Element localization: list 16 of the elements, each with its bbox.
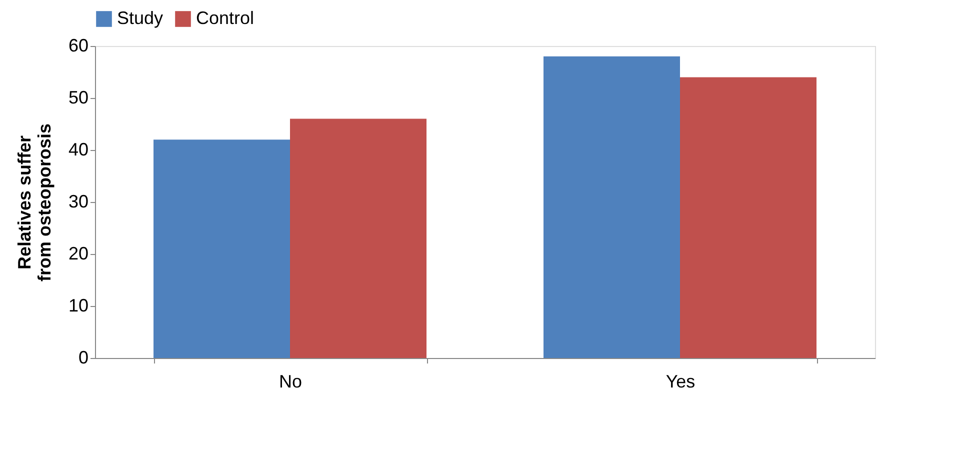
y-tick-label: 50 (68, 88, 88, 108)
legend-label: Control (196, 8, 254, 28)
y-tick-label: 10 (68, 296, 88, 316)
x-tick-label: Yes (666, 372, 696, 392)
bar (154, 140, 290, 358)
bar (544, 56, 680, 358)
y-tick-label: 40 (68, 140, 88, 160)
y-tick-label: 30 (68, 192, 88, 212)
bar (290, 118, 426, 358)
y-axis-title: Relatives suffer from osteoporosis (14, 123, 54, 282)
y-tick-label: 0 (78, 348, 88, 368)
y-tick-label: 60 (68, 36, 88, 56)
bar (680, 77, 816, 358)
legend-label: Study (117, 8, 164, 28)
y-tick-label: 20 (68, 244, 88, 264)
x-tick-label: No (278, 372, 302, 392)
